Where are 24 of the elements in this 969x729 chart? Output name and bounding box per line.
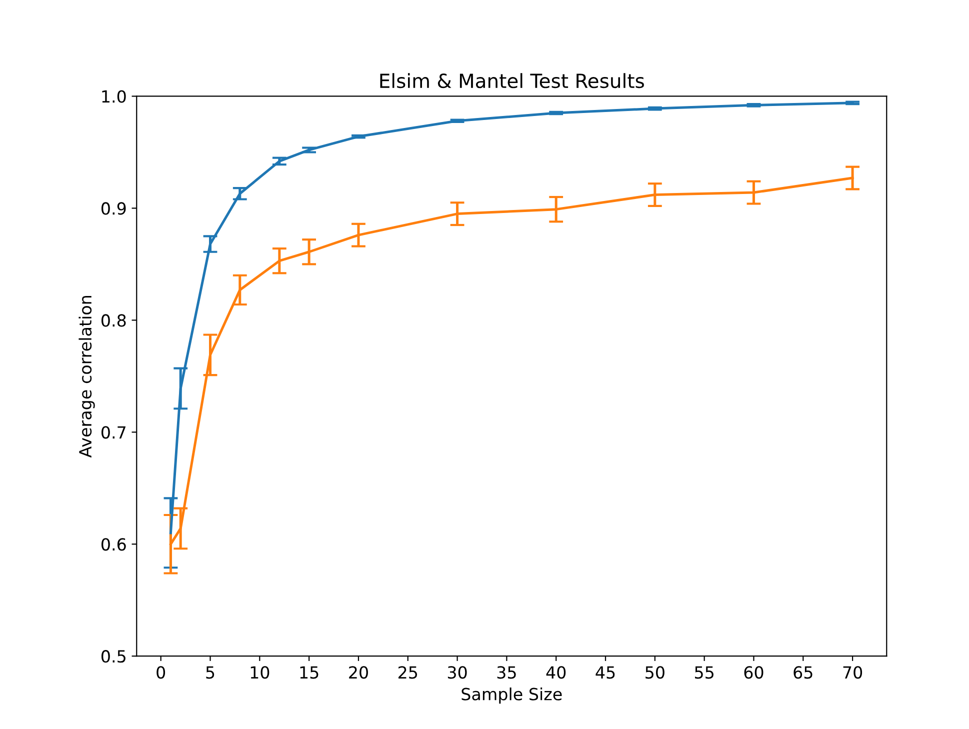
chart-title: Elsim & Mantel Test Results bbox=[380, 73, 644, 88]
x-tick-label: 25 bbox=[398, 666, 418, 679]
x-tick-label: 40 bbox=[546, 666, 566, 679]
y-tick-label: 0.7 bbox=[102, 426, 126, 439]
x-tick-label: 20 bbox=[349, 666, 368, 679]
x-tick-label: 30 bbox=[448, 666, 467, 679]
y-tick-label: 0.9 bbox=[102, 202, 126, 215]
x-tick-label: 15 bbox=[300, 666, 318, 679]
y-tick-label: 0.8 bbox=[102, 314, 126, 327]
x-tick-label: 70 bbox=[843, 666, 862, 679]
x-tick-label: 0 bbox=[156, 666, 166, 679]
y-tick-label: 1.0 bbox=[102, 90, 126, 103]
x-tick-label: 35 bbox=[497, 666, 516, 679]
x-tick-label: 10 bbox=[250, 666, 270, 679]
x-tick-label: 55 bbox=[695, 666, 714, 679]
x-tick-label: 60 bbox=[744, 666, 764, 679]
x-tick-label: 5 bbox=[206, 666, 214, 679]
x-tick-label: 65 bbox=[794, 666, 812, 679]
x-tick-label: 50 bbox=[646, 666, 664, 679]
y-tick-label: 0.6 bbox=[102, 538, 126, 551]
y-axis-title: Average correlation bbox=[78, 296, 95, 458]
x-tick-label: 45 bbox=[596, 666, 615, 679]
x-axis-title: Sample Size bbox=[462, 688, 562, 704]
y-tick-label: 0.5 bbox=[102, 650, 126, 663]
